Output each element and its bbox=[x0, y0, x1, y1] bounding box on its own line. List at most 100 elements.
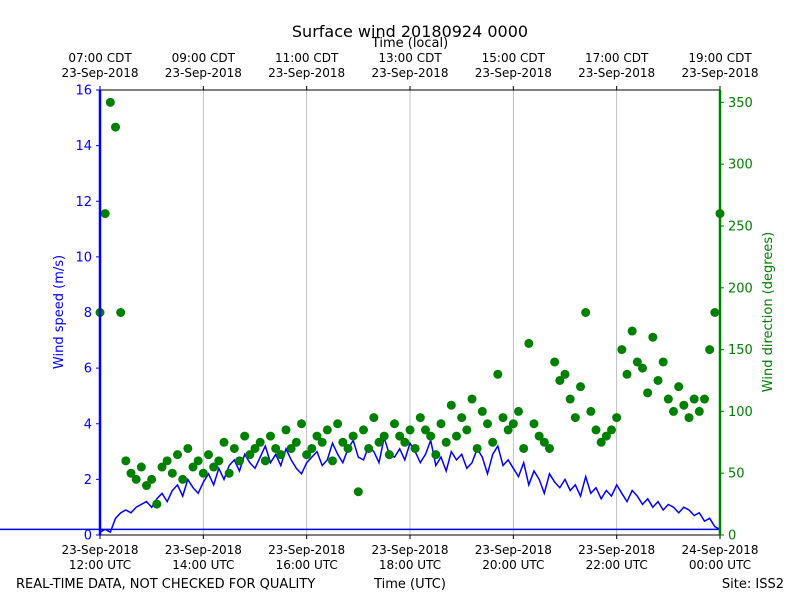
x2-tick-label: 09:00 CDT 23-Sep-2018 bbox=[165, 51, 242, 80]
y-tick-label: 8 bbox=[84, 306, 92, 321]
direction-point bbox=[436, 419, 446, 429]
direction-point bbox=[178, 474, 188, 484]
direction-point bbox=[291, 437, 301, 447]
direction-point bbox=[204, 450, 213, 460]
x-tick-label: 23-Sep-2018 16:00 UTC bbox=[268, 543, 345, 572]
direction-point bbox=[441, 437, 451, 447]
x2-tick-label-line: 23-Sep-2018 bbox=[681, 66, 758, 80]
x2-tick-label: 19:00 CDT 23-Sep-2018 bbox=[681, 51, 758, 80]
x-tick-label-line: 23-Sep-2018 bbox=[371, 543, 448, 557]
x-tick-label: 23-Sep-2018 12:00 UTC bbox=[61, 543, 138, 572]
direction-point bbox=[421, 425, 430, 435]
direction-point bbox=[710, 308, 720, 317]
direction-point bbox=[302, 450, 312, 460]
x-tick-label-line: 14:00 UTC bbox=[172, 558, 234, 572]
x2-axis-label: Time (local) bbox=[371, 36, 448, 51]
direction-point bbox=[193, 456, 203, 466]
direction-point bbox=[457, 413, 467, 423]
y2-tick-label: 300 bbox=[728, 158, 753, 173]
x-tick-label: 23-Sep-2018 22:00 UTC bbox=[578, 543, 655, 572]
x-tick-label-line: 24-Sep-2018 bbox=[681, 543, 758, 557]
direction-point bbox=[601, 431, 611, 441]
direction-point bbox=[663, 394, 673, 404]
chart-title: Surface wind 20180924 0000 bbox=[292, 22, 528, 41]
direction-point bbox=[524, 338, 534, 348]
direction-point bbox=[555, 375, 565, 385]
direction-point bbox=[359, 425, 368, 435]
y2-tick-label: 250 bbox=[728, 219, 753, 234]
y2-tick-label: 0 bbox=[728, 529, 736, 544]
direction-point bbox=[369, 413, 379, 423]
x-tick-label: 23-Sep-2018 14:00 UTC bbox=[165, 543, 242, 572]
x2-tick-label-line: 07:00 CDT bbox=[68, 51, 132, 65]
direction-point bbox=[488, 437, 498, 447]
direction-point bbox=[472, 443, 482, 453]
direction-point bbox=[565, 394, 575, 404]
direction-point bbox=[198, 468, 208, 478]
direction-point bbox=[312, 431, 322, 441]
direction-point bbox=[219, 437, 229, 447]
x-tick-label-line: 23-Sep-2018 bbox=[165, 543, 242, 557]
x-tick-label-line: 22:00 UTC bbox=[586, 558, 648, 572]
x2-tick-label-line: 23-Sep-2018 bbox=[61, 66, 138, 80]
direction-point bbox=[348, 431, 358, 441]
direction-point bbox=[281, 425, 291, 435]
x2-tick-label-line: 13:00 CDT bbox=[378, 51, 442, 65]
direction-point bbox=[617, 345, 627, 355]
direction-point bbox=[131, 474, 141, 484]
y2-tick-label: 350 bbox=[728, 96, 753, 111]
x2-tick-label-line: 23-Sep-2018 bbox=[475, 66, 552, 80]
direction-point bbox=[431, 450, 441, 460]
x2-tick-label-line: 09:00 CDT bbox=[172, 51, 236, 65]
direction-point bbox=[322, 425, 332, 435]
x-tick-label: 24-Sep-2018 00:00 UTC bbox=[681, 543, 758, 572]
x-tick-label-line: 20:00 UTC bbox=[482, 558, 544, 572]
direction-point bbox=[121, 456, 131, 466]
x-tick-label-line: 23-Sep-2018 bbox=[268, 543, 345, 557]
x-tick-label: 23-Sep-2018 20:00 UTC bbox=[475, 543, 552, 572]
direction-point bbox=[669, 406, 678, 416]
direction-point bbox=[560, 369, 570, 379]
direction-point bbox=[648, 332, 658, 342]
direction-point bbox=[111, 122, 120, 132]
direction-point bbox=[627, 326, 637, 336]
direction-point bbox=[105, 97, 115, 107]
x2-tick-label-line: 23-Sep-2018 bbox=[268, 66, 345, 80]
direction-point bbox=[658, 357, 668, 367]
direction-point bbox=[395, 431, 405, 441]
x2-tick-label: 07:00 CDT 23-Sep-2018 bbox=[61, 51, 138, 80]
x-tick-label-line: 23-Sep-2018 bbox=[475, 543, 552, 557]
direction-point bbox=[271, 443, 281, 453]
direction-point bbox=[240, 431, 250, 441]
footer-note: REAL-TIME DATA, NOT CHECKED FOR QUALITY bbox=[16, 577, 315, 592]
y-tick-label: 2 bbox=[84, 473, 92, 488]
x2-tick-label-line: 23-Sep-2018 bbox=[371, 66, 448, 80]
direction-point bbox=[297, 419, 306, 429]
direction-point bbox=[679, 400, 689, 410]
direction-point bbox=[446, 400, 456, 410]
direction-point bbox=[266, 431, 275, 441]
direction-point bbox=[235, 456, 244, 466]
x-axis-label: Time (UTC) bbox=[373, 577, 446, 592]
y2-tick-label: 200 bbox=[728, 281, 753, 296]
direction-point bbox=[136, 462, 146, 472]
y-tick-label: 4 bbox=[84, 417, 92, 432]
direction-point bbox=[353, 487, 363, 497]
direction-point bbox=[534, 431, 544, 441]
x-tick-label-line: 23-Sep-2018 bbox=[61, 543, 138, 557]
direction-point bbox=[581, 308, 591, 317]
direction-point bbox=[529, 419, 539, 429]
direction-point bbox=[415, 413, 425, 423]
x-tick-label-line: 16:00 UTC bbox=[276, 558, 338, 572]
direction-point bbox=[503, 425, 513, 435]
x-tick-label: 23-Sep-2018 18:00 UTC bbox=[371, 543, 448, 572]
x-tick-label-line: 23-Sep-2018 bbox=[578, 543, 655, 557]
direction-point bbox=[586, 406, 596, 416]
direction-point bbox=[286, 443, 296, 453]
x2-tick-label-line: 19:00 CDT bbox=[688, 51, 752, 65]
y-tick-label: 6 bbox=[84, 362, 92, 377]
direction-point bbox=[705, 345, 715, 355]
direction-point bbox=[167, 468, 177, 478]
x2-tick-label-line: 11:00 CDT bbox=[275, 51, 339, 65]
direction-point bbox=[550, 357, 560, 367]
